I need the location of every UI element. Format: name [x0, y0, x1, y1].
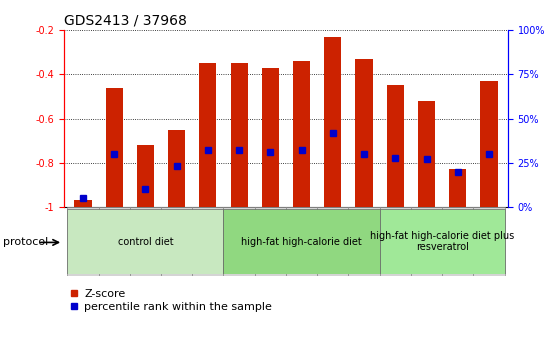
Bar [130, 207, 161, 276]
Bar [286, 207, 317, 276]
Bar [442, 207, 473, 276]
Bar [324, 37, 341, 207]
Text: GSM140960: GSM140960 [266, 209, 275, 268]
Bar [68, 209, 224, 274]
Text: GSM140958: GSM140958 [203, 209, 213, 268]
Text: GSM140959: GSM140959 [234, 209, 244, 268]
Bar [449, 170, 466, 207]
Text: GSM140956: GSM140956 [141, 209, 151, 268]
Bar [348, 207, 379, 276]
Bar [230, 63, 248, 207]
Bar [224, 207, 255, 276]
Bar [411, 207, 442, 276]
Bar [193, 207, 224, 276]
Bar [262, 68, 279, 207]
Text: GDS2413 / 37968: GDS2413 / 37968 [64, 13, 187, 28]
Bar [74, 200, 92, 207]
Text: GSM140957: GSM140957 [172, 209, 182, 268]
Bar [68, 207, 99, 276]
Text: GSM140955: GSM140955 [109, 209, 119, 268]
Bar [168, 130, 185, 207]
Bar [105, 88, 123, 207]
Text: GSM140965: GSM140965 [421, 209, 431, 268]
Bar [480, 81, 498, 207]
Bar [99, 207, 130, 276]
Legend: Z-score, percentile rank within the sample: Z-score, percentile rank within the samp… [70, 289, 272, 312]
Bar [355, 59, 373, 207]
Text: GSM140963: GSM140963 [359, 209, 369, 268]
Text: GSM140954: GSM140954 [78, 209, 88, 268]
Text: GSM140962: GSM140962 [328, 209, 338, 268]
Bar [293, 61, 310, 207]
Bar [137, 145, 154, 207]
Bar [387, 85, 404, 207]
Bar [418, 101, 435, 207]
Text: GSM140961: GSM140961 [297, 209, 306, 268]
Bar [255, 207, 286, 276]
Text: GSM140966: GSM140966 [453, 209, 463, 268]
Text: high-fat high-calorie diet: high-fat high-calorie diet [241, 236, 362, 247]
Text: protocol: protocol [3, 236, 48, 247]
Bar [379, 209, 504, 274]
Text: high-fat high-calorie diet plus
resveratrol: high-fat high-calorie diet plus resverat… [370, 231, 514, 252]
Text: control diet: control diet [118, 236, 173, 247]
Bar [199, 63, 217, 207]
Bar [379, 207, 411, 276]
Bar [473, 207, 504, 276]
Bar [317, 207, 348, 276]
Text: GSM140964: GSM140964 [390, 209, 400, 268]
Bar [161, 207, 193, 276]
Bar [224, 209, 379, 274]
Text: GSM140967: GSM140967 [484, 209, 494, 268]
